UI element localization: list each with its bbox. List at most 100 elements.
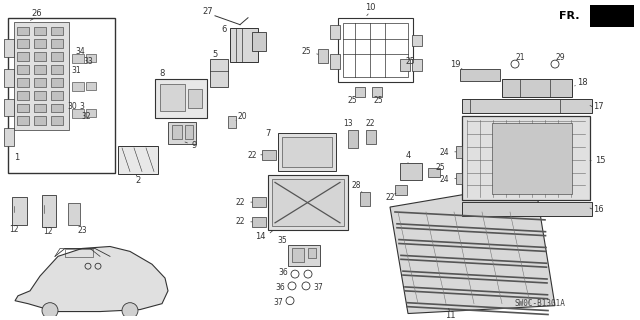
- Bar: [348, 130, 358, 148]
- Text: 4: 4: [405, 151, 411, 160]
- Bar: [86, 54, 96, 62]
- Bar: [172, 125, 182, 139]
- Bar: [262, 150, 276, 160]
- Text: 15: 15: [595, 156, 605, 165]
- Circle shape: [42, 303, 58, 318]
- Text: 25: 25: [301, 47, 311, 56]
- Bar: [51, 65, 63, 74]
- Bar: [34, 52, 46, 61]
- Bar: [230, 28, 258, 62]
- Bar: [34, 78, 46, 87]
- Bar: [308, 248, 316, 258]
- Bar: [160, 84, 185, 111]
- Bar: [456, 172, 462, 184]
- Bar: [252, 32, 266, 51]
- Bar: [338, 18, 413, 82]
- Text: 6: 6: [221, 25, 227, 34]
- Bar: [17, 39, 29, 48]
- Text: 22: 22: [385, 193, 395, 202]
- Text: 35: 35: [277, 236, 287, 245]
- Bar: [68, 203, 80, 225]
- Bar: [318, 49, 328, 63]
- Text: 22: 22: [247, 151, 257, 160]
- Text: 31: 31: [71, 67, 81, 76]
- Bar: [51, 39, 63, 48]
- Bar: [372, 87, 382, 97]
- Bar: [360, 192, 370, 206]
- Text: 20: 20: [237, 112, 247, 121]
- Bar: [72, 109, 84, 118]
- Bar: [188, 89, 202, 108]
- Text: 25: 25: [405, 57, 415, 66]
- Bar: [17, 104, 29, 112]
- Bar: [65, 250, 93, 257]
- Bar: [86, 82, 96, 90]
- Bar: [228, 116, 236, 128]
- Bar: [72, 54, 84, 63]
- Text: 11: 11: [445, 311, 455, 320]
- Text: 24: 24: [439, 175, 449, 184]
- Text: 21: 21: [515, 53, 525, 62]
- Bar: [8, 18, 115, 172]
- Text: 25: 25: [347, 96, 357, 105]
- Text: 1: 1: [14, 153, 20, 162]
- Polygon shape: [390, 182, 555, 314]
- Text: 3: 3: [79, 102, 84, 111]
- Bar: [412, 35, 422, 46]
- Bar: [428, 168, 440, 178]
- Bar: [17, 65, 29, 74]
- Text: 30: 30: [67, 102, 77, 111]
- Text: 22: 22: [236, 217, 244, 226]
- Text: 19: 19: [450, 60, 460, 68]
- Bar: [268, 175, 348, 230]
- Text: 36: 36: [275, 284, 285, 292]
- Bar: [590, 5, 634, 27]
- Bar: [400, 59, 410, 71]
- Bar: [292, 248, 304, 262]
- Bar: [42, 195, 56, 227]
- Bar: [34, 91, 46, 100]
- Bar: [502, 79, 572, 97]
- Bar: [456, 146, 462, 158]
- Bar: [4, 99, 14, 116]
- Bar: [4, 39, 14, 57]
- Text: 12: 12: [9, 225, 19, 234]
- Text: FR.: FR.: [559, 11, 580, 21]
- Bar: [343, 23, 408, 77]
- Bar: [330, 25, 340, 39]
- Text: 23: 23: [77, 226, 87, 235]
- Text: 7: 7: [266, 129, 271, 138]
- Bar: [330, 54, 340, 69]
- Text: 8: 8: [159, 69, 164, 78]
- Bar: [51, 78, 63, 87]
- Bar: [4, 69, 14, 87]
- Text: 33: 33: [83, 57, 93, 66]
- Bar: [17, 116, 29, 125]
- Bar: [51, 91, 63, 100]
- Text: 10: 10: [365, 4, 375, 12]
- Bar: [492, 123, 572, 194]
- Bar: [17, 78, 29, 87]
- Text: 9: 9: [191, 141, 196, 150]
- Text: 34: 34: [75, 47, 85, 56]
- Bar: [34, 39, 46, 48]
- Bar: [462, 99, 592, 113]
- Bar: [34, 65, 46, 74]
- Bar: [252, 217, 266, 227]
- Bar: [17, 52, 29, 61]
- Text: 5: 5: [212, 50, 218, 59]
- Text: 37: 37: [273, 298, 283, 307]
- Text: 18: 18: [577, 78, 588, 87]
- Bar: [17, 91, 29, 100]
- Text: 25: 25: [435, 163, 445, 172]
- Text: 27: 27: [203, 7, 213, 16]
- Bar: [412, 59, 422, 71]
- Bar: [366, 130, 376, 144]
- Bar: [185, 125, 193, 139]
- Bar: [278, 133, 336, 171]
- Bar: [400, 163, 422, 180]
- Text: 17: 17: [593, 102, 604, 111]
- Polygon shape: [15, 246, 168, 312]
- Text: 2: 2: [136, 176, 141, 185]
- Text: 22: 22: [236, 198, 244, 207]
